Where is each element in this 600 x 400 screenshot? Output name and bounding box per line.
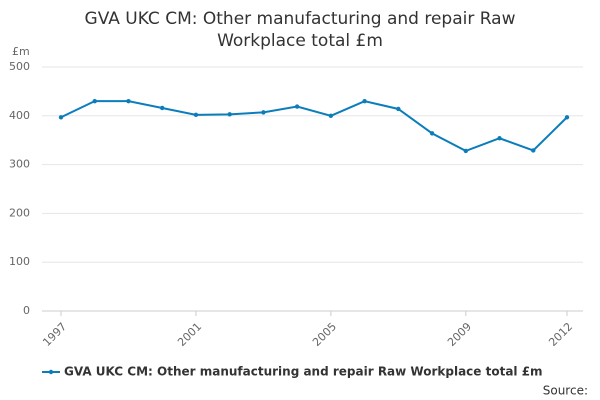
data-point [92,98,97,104]
y-tick-label: 500 [9,60,30,73]
x-tick-label: 2001 [175,320,204,349]
y-tick-label: 200 [9,206,30,219]
data-point [463,148,468,154]
data-point [497,136,502,141]
chart-title: GVA UKC CM: Other manufacturing and repa… [84,9,516,51]
data-point [160,105,165,111]
data-point [328,113,334,119]
data-point [564,115,570,120]
y-tick-label: 0 [23,304,30,317]
legend-label: GVA UKC CM: Other manufacturing and repa… [64,365,543,379]
source-label: Source: [543,384,588,398]
y-tick-label: 100 [9,255,30,268]
data-point [261,110,266,115]
y-tick-label: 300 [9,158,30,171]
data-point [396,106,401,112]
y-tick-label: 400 [9,109,30,122]
data-point [227,112,232,117]
data-point [294,104,300,109]
legend-marker [48,369,54,375]
data-point [58,115,64,120]
data-point [126,98,131,104]
series-line [60,100,568,153]
data-point [193,112,199,118]
y-unit: £m [12,45,30,58]
x-tick-label: 2005 [310,320,339,349]
x-tick-label: 2012 [546,320,575,349]
data-point [362,98,367,104]
data-point [429,131,435,136]
data-point [531,148,536,153]
x-tick-label: 1997 [40,320,69,349]
x-tick-label: 2009 [445,320,474,349]
